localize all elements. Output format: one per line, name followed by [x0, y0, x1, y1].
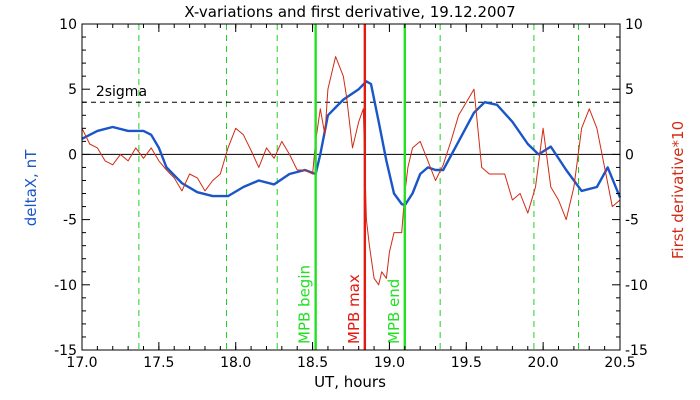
series-layer: [81, 56, 622, 286]
event-label-mpb-begin: MPB begin: [296, 265, 314, 344]
y-left-tick-label: -15: [54, 343, 77, 359]
derivative-line: [81, 56, 621, 286]
event-label-mpb-end: MPB end: [385, 279, 403, 344]
y-left-tick-label: -5: [63, 213, 77, 229]
reference-lines: 2sigma: [82, 84, 620, 155]
y-left-tick-label: 5: [68, 82, 77, 98]
x-axis-label: UT, hours: [314, 373, 386, 391]
y-right-tick-label: 0: [625, 147, 634, 163]
sigma-label: 2sigma: [96, 84, 147, 100]
y-right-tick-label: -15: [625, 343, 648, 359]
x-tick-label: 17.0: [66, 355, 97, 371]
deltax-line: [81, 80, 622, 207]
event-label-mpb-max: MPB max: [345, 274, 363, 344]
x-tick-label: 19.5: [451, 355, 482, 371]
y-right-tick-label: -5: [625, 213, 639, 229]
y-right-tick-label: -10: [625, 278, 648, 294]
y-right-tick-label: 10: [625, 17, 643, 33]
x-tick-label: 17.5: [143, 355, 174, 371]
x-tick-label: 20.5: [604, 355, 635, 371]
plot-frame: [81, 23, 621, 351]
y-left-tick-label: -10: [54, 278, 77, 294]
right-y-axis-label: First derivative*10: [669, 121, 687, 259]
y-right-tick-label: 5: [625, 82, 634, 98]
x-tick-label: 20.0: [528, 355, 559, 371]
event-lines: MPB begin MPB max MPB end: [296, 24, 406, 350]
axis-ticks: 17.0 17.5 18.0 18.5 19.0 19.5 20.0 20.5-15-10-5…: [54, 17, 648, 371]
left-y-axis-label: deltaX, nT: [22, 149, 40, 226]
x-tick-label: 18.0: [220, 355, 251, 371]
x-tick-label: 18.5: [297, 355, 328, 371]
x-tick-label: 19.0: [374, 355, 405, 371]
y-left-tick-label: 10: [59, 17, 77, 33]
y-left-tick-label: 0: [68, 147, 77, 163]
chart-title: X-variations and first derivative, 19.12…: [184, 3, 515, 21]
